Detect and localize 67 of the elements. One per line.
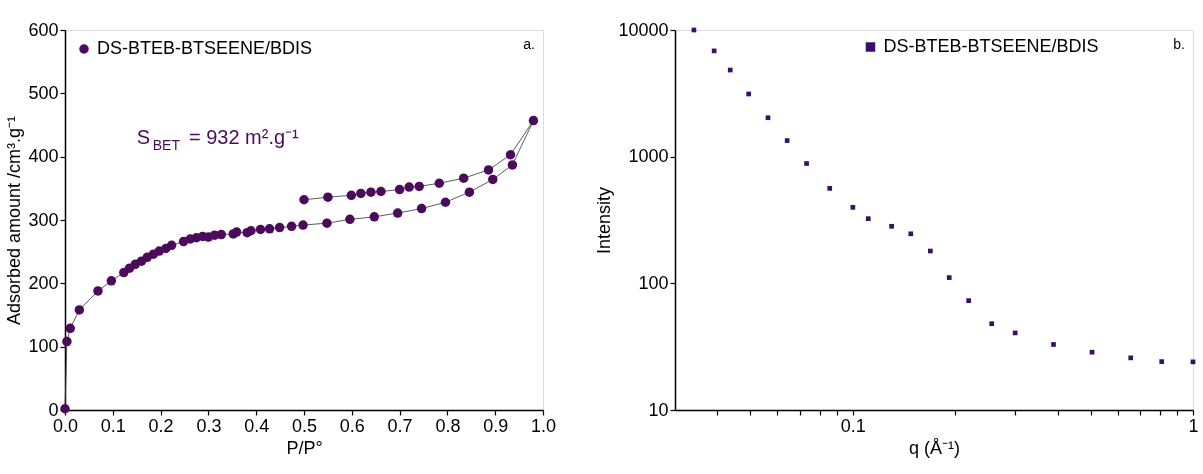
x-tick-label: 0.1: [100, 415, 126, 436]
x-tick-label: 1.0: [530, 415, 557, 436]
x-tick-label: 1: [1188, 415, 1199, 436]
point: [414, 181, 424, 192]
x-tick-label: 0.8: [435, 415, 461, 436]
point: [323, 192, 333, 202]
legend-label: DS-BTEB-BTSEENE/BDIS: [883, 36, 1099, 56]
y-tick-label: 10: [648, 399, 669, 420]
y-tick-label: 100: [28, 336, 59, 357]
point: [286, 221, 297, 232]
x-axis-title: P/P°: [286, 437, 323, 458]
point: [322, 218, 332, 228]
y-tick-label: 200: [28, 272, 59, 293]
x-tick-label: 0.5: [291, 415, 318, 436]
y-tick-label: 600: [28, 19, 59, 40]
point: [106, 276, 117, 286]
point: [246, 226, 256, 236]
y-tick-label: 100: [638, 272, 669, 293]
point: [394, 184, 405, 195]
legend-label: DS-BTEB-BTSEENE/BDIS: [97, 38, 313, 58]
point: [345, 214, 355, 225]
point: [434, 178, 445, 188]
point: [416, 203, 427, 214]
y-tick-label: 300: [28, 209, 59, 230]
point: [356, 188, 366, 199]
x-tick-label: 0.6: [339, 415, 365, 436]
point: [74, 305, 85, 315]
point: [505, 150, 516, 160]
x-tick-label: 0.7: [387, 415, 413, 436]
point: [483, 165, 494, 175]
point: [346, 190, 357, 201]
x-tick-label: 0.3: [196, 415, 222, 436]
point: [369, 212, 380, 222]
point: [458, 173, 469, 183]
y-axis-title: Intensity: [594, 186, 615, 255]
x-tick-label: 0.2: [148, 415, 174, 436]
point: [404, 182, 414, 192]
annotation: b.: [1173, 36, 1185, 52]
point: [166, 240, 177, 251]
x-tick-label: 0.9: [483, 415, 509, 436]
point: [376, 186, 386, 197]
point: [440, 197, 451, 207]
point: [299, 195, 309, 205]
annotation: a.: [523, 36, 535, 52]
point: [62, 336, 72, 347]
point: [392, 208, 403, 218]
y-tick-label: 400: [28, 146, 59, 167]
y-tick-label: 500: [28, 82, 59, 103]
point: [93, 286, 103, 296]
point: [464, 187, 475, 197]
point: [65, 323, 75, 334]
point: [507, 160, 518, 170]
y-axis-title: Adsorbed amount /cm³.g⁻¹: [4, 115, 25, 326]
point: [488, 174, 498, 185]
point: [216, 229, 227, 240]
y-tick-label: 1000: [628, 146, 669, 167]
point: [255, 224, 266, 235]
point: [528, 115, 539, 126]
point: [274, 222, 285, 233]
point: [298, 220, 308, 230]
point: [264, 224, 275, 234]
x-tick-label: 0.4: [244, 415, 270, 436]
point: [366, 187, 376, 197]
y-tick-label: 10000: [618, 19, 669, 40]
point: [231, 227, 242, 237]
x-tick-label: 0.1: [840, 415, 866, 436]
x-axis-title: q (Å⁻¹): [909, 437, 960, 458]
